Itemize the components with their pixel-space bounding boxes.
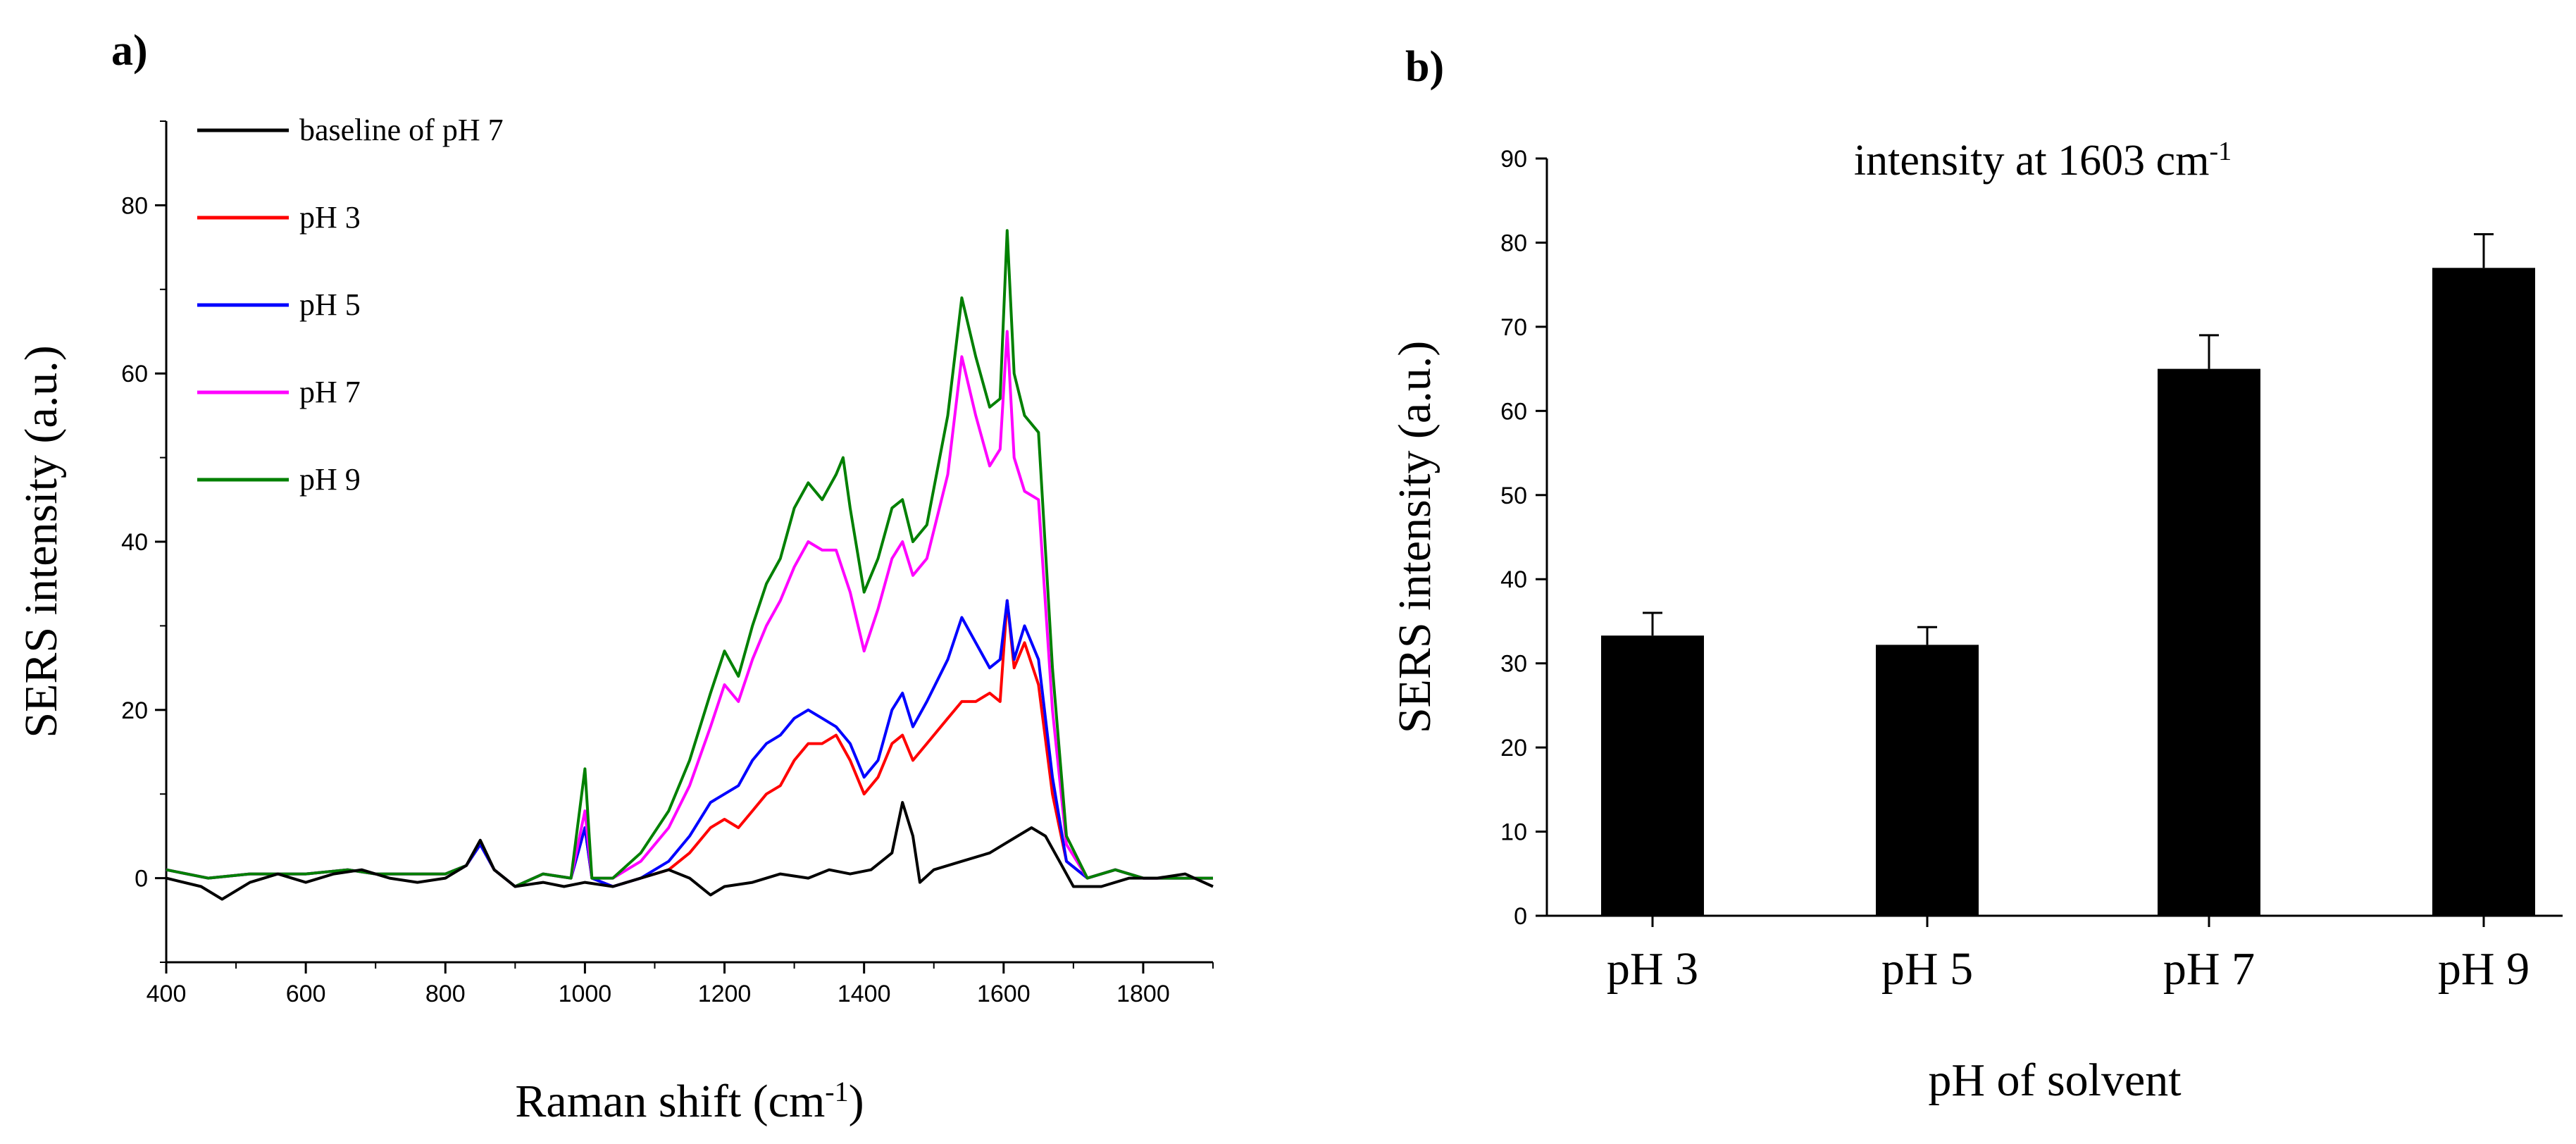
y-tick-label: 0 [1514, 903, 1527, 930]
x-axis-title: Raman shift (cm-1) [515, 1076, 864, 1128]
bar-ph-9 [2432, 268, 2535, 916]
chart-a: 400 600 800 1000 1200 1400 1600 1800 0 20 40 60 80 ba… [15, 113, 1214, 1128]
x-category-label: pH 5 [1881, 943, 1973, 995]
x-tick-label: 800 [425, 981, 466, 1007]
x-tick-label: 1600 [977, 981, 1031, 1007]
x-category-label: pH 9 [2438, 943, 2530, 995]
y-tick-label: 60 [1500, 398, 1527, 425]
y-tick-label: 80 [1500, 230, 1527, 256]
y-tick-label: 0 [135, 866, 148, 893]
panel-label-a: a) [111, 27, 148, 75]
chart-title: intensity at 1603 cm-1 [1854, 137, 2232, 185]
y-axis-title: SERS intensity (a.u.) [1389, 341, 1441, 733]
y-tick-label: 50 [1500, 483, 1527, 509]
y-tick-label: 40 [121, 529, 148, 556]
x-tick-label: 1800 [1116, 981, 1170, 1007]
legend-label: pH 5 [299, 287, 361, 322]
series-line-baseline-of-ph-7 [166, 801, 1214, 901]
x-category-label: pH 3 [1607, 943, 1698, 995]
y-tick-label: 90 [1500, 146, 1527, 173]
chart-b: 0 10 20 30 40 50 60 70 80 90 pH 3 pH 5 pH 7 pH 9 inten… [1389, 137, 2563, 1106]
y-tick-label: 30 [1500, 651, 1527, 678]
y-tick-label: 40 [1500, 566, 1527, 593]
legend-label: pH 3 [299, 200, 361, 235]
legend-label: baseline of pH 7 [299, 113, 504, 147]
legend-label: pH 7 [299, 375, 361, 409]
bar-ph-5 [1876, 645, 1979, 916]
y-tick-label: 80 [121, 192, 148, 219]
y-tick-label: 60 [121, 361, 148, 387]
x-category-label: pH 7 [2163, 943, 2255, 995]
legend-label: pH 9 [299, 462, 361, 497]
panel-label-b: b) [1405, 43, 1444, 91]
x-tick-label: 1400 [838, 981, 891, 1007]
x-tick-label: 600 [286, 981, 326, 1007]
bar-ph-3 [1601, 635, 1704, 916]
y-tick-label: 20 [1500, 735, 1527, 761]
x-tick-label: 1000 [559, 981, 612, 1007]
bar-ph-7 [2158, 368, 2260, 916]
y-tick-label: 10 [1500, 819, 1527, 846]
x-axis-title: pH of solvent [1928, 1055, 2181, 1106]
x-tick-label: 400 [147, 981, 187, 1007]
y-axis-title: SERS intensity (a.u.) [15, 345, 67, 738]
y-tick-label: 70 [1500, 314, 1527, 341]
x-tick-label: 1200 [698, 981, 752, 1007]
y-tick-label: 20 [121, 697, 148, 724]
